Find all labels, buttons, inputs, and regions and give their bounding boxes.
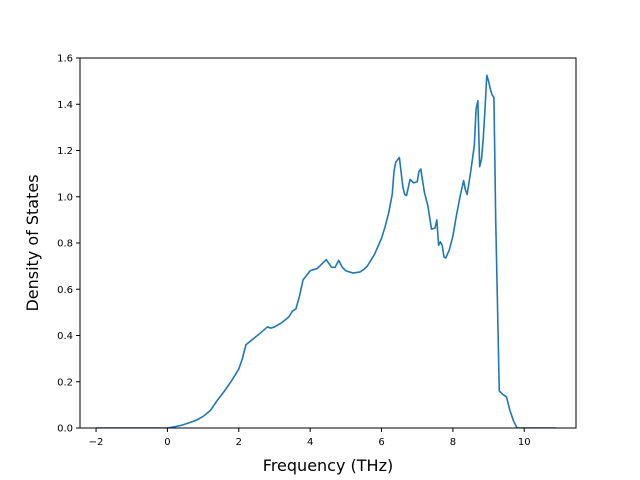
x-axis-label: Frequency (THz) [263,456,393,475]
x-tick-label: 0 [164,437,170,448]
y-axis-ticks: 0.0 0.2 0.4 0.6 0.8 1.0 1.2 1.4 1.6 [57,54,80,435]
x-tick-label: 6 [378,437,384,448]
y-tick-label: 1.0 [57,192,73,203]
y-tick-label: 0.0 [57,424,73,435]
y-tick-label: 0.4 [57,331,73,342]
y-axis-label: Density of States [23,174,42,311]
y-tick-label: 0.2 [57,377,73,388]
axes-frame [79,57,577,429]
plot-area [80,58,576,428]
y-tick-label: 0.8 [57,239,73,250]
y-tick-label: 1.2 [57,146,73,157]
x-tick-label: −2 [89,437,104,448]
series-layer [96,74,557,428]
x-tick-label: 4 [307,437,313,448]
y-tick-label: 0.6 [57,285,73,296]
x-tick-label: 10 [518,437,531,448]
dos-series-line [96,74,557,428]
y-tick-label: 1.4 [57,100,73,111]
x-tick-label: 8 [450,437,456,448]
axes-background [80,58,576,428]
y-tick-label: 1.6 [57,54,73,65]
x-tick-label: 2 [236,437,242,448]
x-axis-ticks: −2 0 2 4 6 8 10 [89,428,531,448]
